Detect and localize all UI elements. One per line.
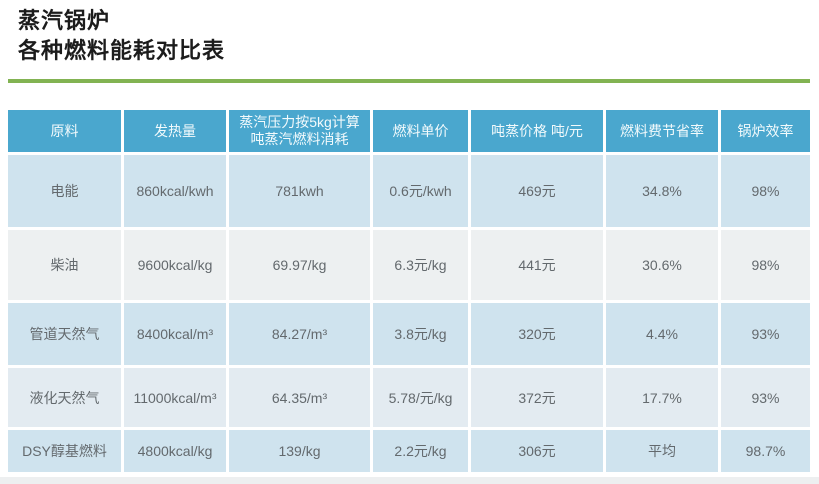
table-cell: 电能 xyxy=(8,155,121,227)
table-cell: 98% xyxy=(721,155,810,227)
page-title-line1: 蒸汽锅炉 xyxy=(18,8,111,33)
table-cell: 17.7% xyxy=(606,368,718,427)
table-cell: 781kwh xyxy=(229,155,370,227)
table-cell: 4.4% xyxy=(606,303,718,365)
table-cell: 469元 xyxy=(471,155,603,227)
table-cell: 64.35/m³ xyxy=(229,368,370,427)
table-cell: 372元 xyxy=(471,368,603,427)
table-cell: 9600kcal/kg xyxy=(124,230,226,300)
fuel-comparison-table: 原料 发热量 蒸汽压力按5kg计算 吨蒸汽燃料消耗 燃料单价 吨蒸价格 吨/元 … xyxy=(8,110,810,472)
table-cell: 液化天然气 xyxy=(8,368,121,427)
header-cell-steam-ton-price: 吨蒸价格 吨/元 xyxy=(471,110,603,152)
bottom-gray-strip xyxy=(0,477,819,484)
table-cell: 93% xyxy=(721,303,810,365)
table-cell: 3.8元/kg xyxy=(373,303,468,365)
table-cell: 98% xyxy=(721,230,810,300)
header-cell-boiler-efficiency: 锅炉效率 xyxy=(721,110,810,152)
table-cell: 139/kg xyxy=(229,430,370,472)
green-divider-line xyxy=(8,79,810,83)
page-title-line2: 各种燃料能耗对比表 xyxy=(18,38,226,63)
table-cell: 860kcal/kwh xyxy=(124,155,226,227)
table-cell: 84.27/m³ xyxy=(229,303,370,365)
table-cell: 441元 xyxy=(471,230,603,300)
table-cell: 平均 xyxy=(606,430,718,472)
table-cell: 30.6% xyxy=(606,230,718,300)
table-cell: 2.2元/kg xyxy=(373,430,468,472)
table-cell: DSY醇基燃料 xyxy=(8,430,121,472)
table-cell: 0.6元/kwh xyxy=(373,155,468,227)
table-cell: 320元 xyxy=(471,303,603,365)
table-cell: 4800kcal/kg xyxy=(124,430,226,472)
table-cell: 6.3元/kg xyxy=(373,230,468,300)
header-cell-steam-fuel-consumption: 蒸汽压力按5kg计算 吨蒸汽燃料消耗 xyxy=(229,110,370,152)
table-cell: 69.97/kg xyxy=(229,230,370,300)
table-cell: 306元 xyxy=(471,430,603,472)
page-title: 蒸汽锅炉 各种燃料能耗对比表 xyxy=(18,6,225,66)
header-cell-material: 原料 xyxy=(8,110,121,152)
table-cell: 98.7% xyxy=(721,430,810,472)
table-cell: 柴油 xyxy=(8,230,121,300)
header-cell-fuel-unit-price: 燃料单价 xyxy=(373,110,468,152)
header-cell-fuel-saving-rate: 燃料费节省率 xyxy=(606,110,718,152)
table-cell: 管道天然气 xyxy=(8,303,121,365)
table-cell: 93% xyxy=(721,368,810,427)
header-cell-calorific-value: 发热量 xyxy=(124,110,226,152)
table-cell: 34.8% xyxy=(606,155,718,227)
table-cell: 11000kcal/m³ xyxy=(124,368,226,427)
table-cell: 8400kcal/m³ xyxy=(124,303,226,365)
table-cell: 5.78/元/kg xyxy=(373,368,468,427)
